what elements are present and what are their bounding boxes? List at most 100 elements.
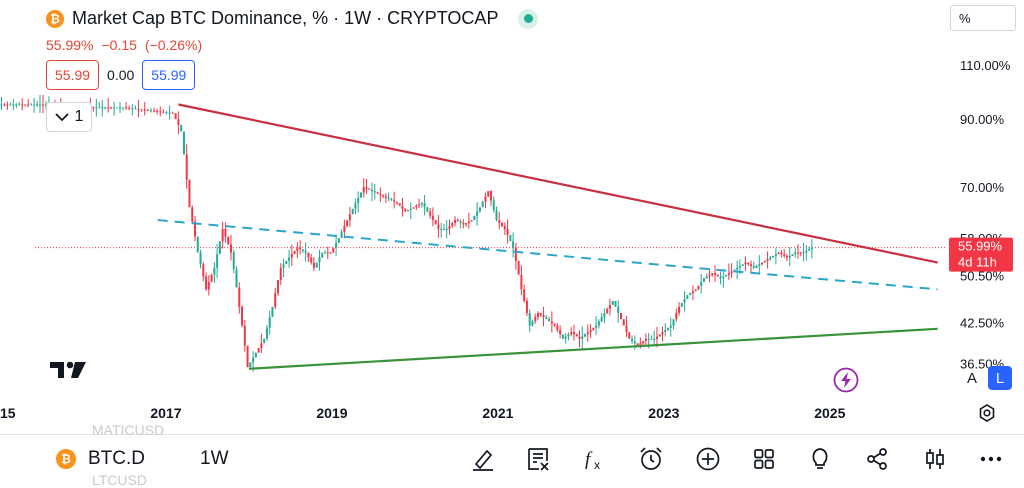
candle-body: [218, 241, 221, 255]
candle-body: [92, 107, 95, 109]
candle-body: [727, 272, 730, 275]
candle-body: [140, 109, 143, 111]
symbol-selector[interactable]: ₿ BTC.D: [56, 448, 145, 470]
flash-icon[interactable]: [833, 367, 859, 393]
candle-body: [113, 107, 116, 109]
candle-body: [467, 221, 470, 223]
unit-selector[interactable]: %: [950, 5, 1016, 31]
price-chart[interactable]: 110.00%90.00%70.00%58.00%50.50%42.50%36.…: [0, 0, 1024, 430]
candle-body: [741, 264, 744, 266]
candle-body: [224, 228, 227, 237]
candle-body: [337, 238, 340, 243]
candle-body: [213, 267, 216, 275]
candle-body: [564, 336, 567, 339]
candle-body: [36, 104, 39, 106]
candle-body: [252, 357, 255, 363]
candle-body: [454, 220, 457, 223]
market-status-icon[interactable]: [518, 8, 539, 29]
candle-body: [104, 107, 107, 109]
auto-scale-button[interactable]: A: [966, 369, 977, 387]
candle-body: [550, 321, 553, 324]
bitcoin-logo-icon: ₿: [56, 449, 76, 469]
x-axis-tick-label: 2017: [150, 405, 181, 421]
candle-body: [177, 119, 180, 126]
candle-body: [680, 302, 683, 307]
candle-body: [365, 187, 368, 189]
candle-body: [263, 338, 266, 344]
candle-body: [606, 308, 609, 313]
scroll-peek-symbol-below: LTCUSD: [92, 472, 147, 488]
candle-body: [661, 332, 664, 335]
candle-body: [354, 203, 357, 209]
candle-body: [625, 325, 628, 333]
candle-body: [525, 300, 528, 313]
log-scale-button[interactable]: L: [988, 366, 1012, 390]
plus-circle-icon: [696, 447, 720, 471]
candle-body: [628, 332, 631, 339]
settings-gear-icon[interactable]: [977, 403, 997, 423]
candle-body: [241, 306, 244, 326]
svg-text:f: f: [585, 449, 593, 470]
candle-body: [462, 222, 465, 225]
candle-body: [290, 254, 293, 258]
resistance-trendline[interactable]: [178, 103, 938, 264]
candle-body: [185, 154, 188, 180]
drawing-tool-button[interactable]: [468, 444, 498, 474]
candle-body: [633, 341, 636, 344]
order-panel-button[interactable]: [523, 444, 553, 474]
candle-body: [107, 107, 110, 109]
buy-button[interactable]: 55.99: [142, 60, 196, 90]
support-trendline[interactable]: [248, 327, 938, 370]
candle-body: [194, 221, 197, 237]
candle-body: [238, 287, 241, 307]
candle-body: [470, 220, 473, 222]
ideas-button[interactable]: [805, 444, 835, 474]
layout-button[interactable]: [749, 444, 779, 474]
candle-body: [664, 329, 667, 333]
candle-body: [600, 317, 603, 322]
candle-body: [647, 338, 650, 340]
indicators-button[interactable]: f x: [580, 444, 610, 474]
candle-body: [503, 225, 506, 229]
candle-body: [351, 208, 354, 215]
candle-body: [492, 200, 495, 211]
midline-trendline[interactable]: [157, 219, 938, 291]
candle-body: [0, 104, 3, 106]
sell-button[interactable]: 55.99: [46, 60, 100, 90]
candle-body: [725, 274, 728, 277]
candle-body: [318, 257, 321, 263]
candle-body: [41, 104, 44, 106]
candle-body: [575, 334, 578, 337]
candle-body: [202, 264, 205, 277]
alert-button[interactable]: [636, 444, 666, 474]
y-axis-tick-label: 90.00%: [960, 112, 1005, 127]
candle-body: [95, 107, 98, 109]
bottom-toolbar: ₿ BTC.D 1W f x: [0, 438, 1024, 482]
tradingview-logo-icon[interactable]: [50, 360, 88, 380]
candle-body: [683, 298, 686, 303]
candle-body: [755, 265, 758, 268]
candle-body: [758, 264, 761, 266]
candle-body: [810, 247, 813, 250]
share-button[interactable]: [862, 444, 892, 474]
candle-body: [307, 252, 310, 258]
candle-body: [12, 104, 15, 106]
candle-body: [722, 276, 725, 279]
candle-body: [763, 260, 766, 263]
candle-body: [423, 203, 426, 208]
toolbar-divider: [0, 434, 1024, 435]
chart-type-button[interactable]: [920, 444, 950, 474]
candle-body: [227, 236, 230, 245]
interval-selector[interactable]: 1W: [200, 448, 229, 469]
candle-body: [279, 267, 282, 281]
candle-body: [434, 220, 437, 225]
indicators-toggle-button[interactable]: 1: [46, 102, 92, 132]
candle-body: [481, 201, 484, 208]
candle-body: [603, 312, 606, 318]
add-button[interactable]: [693, 444, 723, 474]
more-button[interactable]: [976, 444, 1006, 474]
chart-title[interactable]: Market Cap BTC Dominance, % · 1W · CRYPT…: [72, 8, 499, 28]
candle-body: [299, 247, 302, 250]
candle-body: [498, 220, 501, 223]
candle-body: [644, 338, 647, 342]
